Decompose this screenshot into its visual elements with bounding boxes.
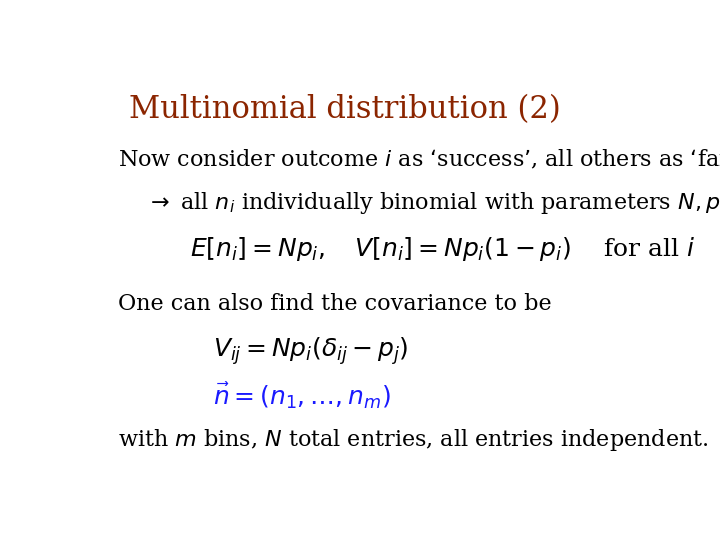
Text: Multinomial distribution (2): Multinomial distribution (2)	[129, 94, 561, 125]
Text: One can also find the covariance to be: One can also find the covariance to be	[118, 294, 552, 315]
Text: Now consider outcome $i$ as ‘success’, all others as ‘failure’.: Now consider outcome $i$ as ‘success’, a…	[118, 148, 720, 171]
Text: $\vec{n} = (n_1, \ldots, n_m)$: $\vec{n} = (n_1, \ldots, n_m)$	[213, 381, 390, 411]
Text: with $m$ bins, $N$ total entries, all entries independent.: with $m$ bins, $N$ total entries, all en…	[118, 427, 708, 453]
Text: $V_{ij} = Np_i(\delta_{ij} - p_j)$: $V_{ij} = Np_i(\delta_{ij} - p_j)$	[213, 335, 408, 367]
Text: $E[n_i] = Np_i, \quad V[n_i] = Np_i(1 - p_i) \quad$ for all $i$: $E[n_i] = Np_i, \quad V[n_i] = Np_i(1 - …	[190, 235, 696, 264]
Text: $\rightarrow$ all $n_i$ individually binomial with parameters $N, p_i$: $\rightarrow$ all $n_i$ individually bin…	[145, 190, 720, 215]
